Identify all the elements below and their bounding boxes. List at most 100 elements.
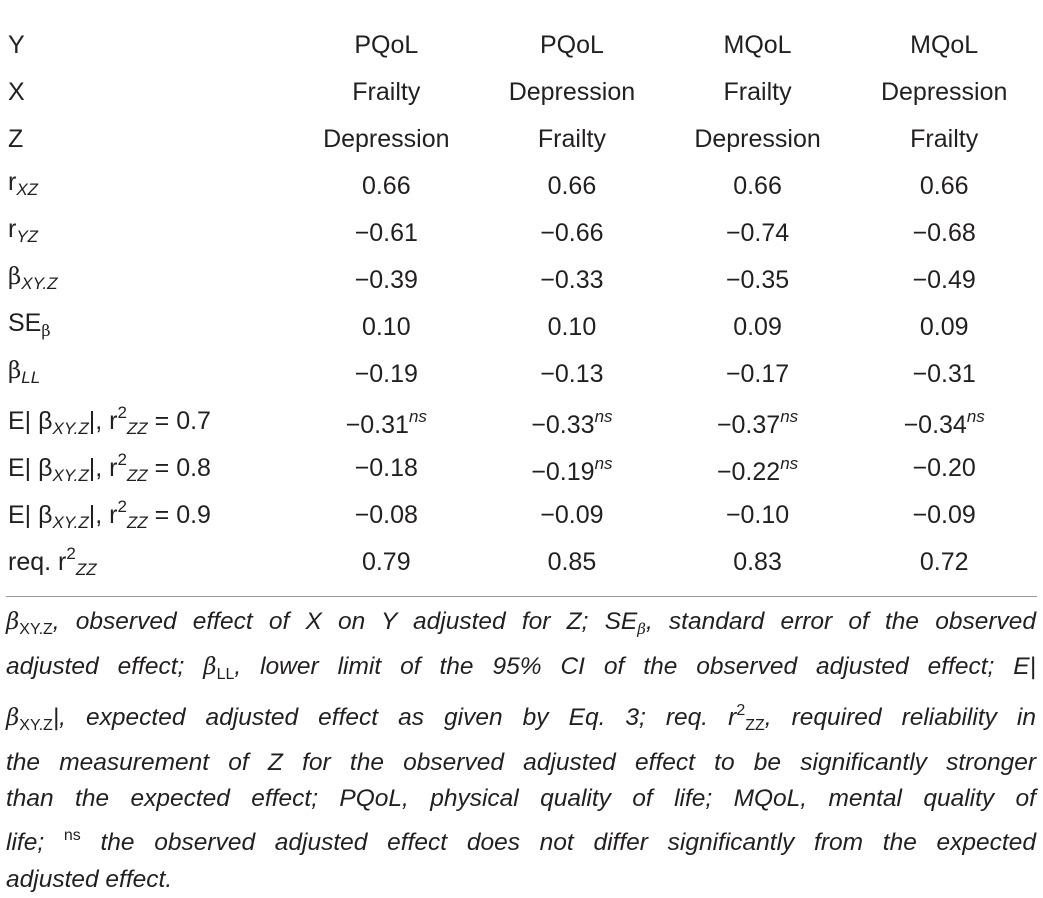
table-row: req. r2ZZ 0.79 0.85 0.83 0.72 <box>6 538 1038 585</box>
label-mid: |, r <box>88 453 118 482</box>
label-mid: |, r <box>88 406 118 435</box>
cell: 0.66 <box>547 171 597 200</box>
table-row: rXZ 0.66 0.66 0.66 0.66 <box>6 162 1038 209</box>
label-subscript: XY.Z <box>21 273 58 293</box>
cell: −0.61 <box>354 218 418 247</box>
cell: −0.31 <box>912 359 976 388</box>
footnote-text: , standard error of the observed <box>645 608 1036 635</box>
cell: 0.83 <box>733 547 782 576</box>
cell: PQoL <box>539 30 604 59</box>
cell: Depression <box>323 124 450 153</box>
cell: 0.72 <box>919 547 969 576</box>
label-subscript: XY.Z <box>52 418 89 438</box>
label-base: r <box>8 214 17 243</box>
cell: Depression <box>694 124 821 153</box>
label-suffix: = 0.9 <box>147 500 211 529</box>
row-label: rYZ <box>6 209 293 256</box>
cell: −0.31ns <box>293 397 479 444</box>
table-row: Z Depression Frailty Depression Frailty <box>6 115 1038 162</box>
label-subscript: LL <box>21 367 41 387</box>
label-base: r <box>8 167 17 196</box>
label-mid: |, r <box>88 500 118 529</box>
footnote-line: life; ns the observed adjusted effect do… <box>6 818 1036 862</box>
footnote-text: , lower limit of the 95% CI of the obser… <box>234 652 1036 680</box>
row-label: req. r2ZZ <box>6 538 293 585</box>
cell: 0.10 <box>547 312 597 341</box>
cell: Depression <box>508 77 636 106</box>
label-prefix: E| β <box>8 500 53 529</box>
label-suffix: = 0.7 <box>147 406 211 435</box>
label-subscript: XY.Z <box>52 512 89 532</box>
footnote-text: , observed effect of X on Y adjusted for… <box>52 608 638 635</box>
results-table: Y PQoL PQoL MQoL MQoL X Frailty Depressi… <box>6 21 1038 585</box>
table-row: βXY.Z −0.39 −0.33 −0.35 −0.49 <box>6 256 1038 303</box>
footnote-symbol: β <box>6 609 20 635</box>
footnote-line: βXY.Z, observed effect of X on Y adjuste… <box>6 604 1036 649</box>
table-row: E| βXY.Z|, r2ZZ = 0.8 −0.18 −0.19ns −0.2… <box>6 444 1038 491</box>
footnote-line: than the expected effect; PQoL, physical… <box>6 785 1036 813</box>
cell-value: −0.33 <box>531 410 595 439</box>
footnote-subscript: XY.Z <box>19 621 53 638</box>
cell-value: −0.19 <box>531 457 595 486</box>
table-footnote: βXY.Z, observed effect of X on Y adjuste… <box>6 604 1036 898</box>
row-label: E| βXY.Z|, r2ZZ = 0.8 <box>6 444 293 491</box>
footnote-subscript: LL <box>216 665 235 683</box>
cell: 0.85 <box>547 547 597 576</box>
cell: −0.34ns <box>850 397 1038 444</box>
row-label: βLL <box>6 350 293 397</box>
cell: MQoL <box>910 30 979 59</box>
cell: Frailty <box>537 124 606 153</box>
cell: −0.09 <box>912 500 976 529</box>
cell: −0.33ns <box>479 397 665 444</box>
cell: −0.22ns <box>665 444 851 491</box>
label-subscript: XY.Z <box>52 465 89 485</box>
cell: Frailty <box>352 77 421 106</box>
cell: −0.39 <box>354 265 418 294</box>
cell: 0.66 <box>361 171 411 200</box>
cell: MQoL <box>723 30 792 59</box>
cell: −0.10 <box>725 500 790 529</box>
label-base: SE <box>8 308 42 337</box>
cell: Depression <box>880 77 1008 106</box>
cell: 0.09 <box>733 312 782 341</box>
cell: −0.37ns <box>665 397 851 444</box>
row-label: E| βXY.Z|, r2ZZ = 0.9 <box>6 491 293 538</box>
footnote-text: |, expected adjusted effect as given by … <box>52 704 737 732</box>
label-prefix: req. r <box>8 547 67 576</box>
cell-value: −0.37 <box>716 410 781 439</box>
footnote-text: life; <box>6 828 64 856</box>
ns-mark: ns <box>408 406 427 426</box>
label-subscript-2: ZZ <box>126 512 148 532</box>
table-footer-rule <box>6 596 1037 597</box>
table-row: SEβ 0.10 0.10 0.09 0.09 <box>6 303 1038 350</box>
footnote-symbol: β <box>6 705 20 732</box>
ns-mark: ns <box>594 406 613 426</box>
label-subscript-2: ZZ <box>126 418 148 438</box>
cell: −0.49 <box>912 265 976 294</box>
label-superscript: 2 <box>66 543 76 563</box>
cell-value: −0.18 <box>354 453 418 482</box>
footnote-line: βXY.Z|, expected adjusted effect as give… <box>6 693 1036 745</box>
cell: Frailty <box>910 124 979 153</box>
footnote-line: adjusted effect; βLL, lower limit of the… <box>6 649 1036 694</box>
ns-mark: ns <box>780 406 799 426</box>
cell: 0.66 <box>733 171 782 200</box>
cell: 0.10 <box>361 312 411 341</box>
cell: −0.18 <box>293 444 479 491</box>
label-superscript: 2 <box>117 496 127 516</box>
footnote-superscript: 2 <box>736 702 746 720</box>
table-row: Y PQoL PQoL MQoL MQoL <box>6 21 1038 68</box>
cell: −0.17 <box>725 359 790 388</box>
footnote-superscript: ns <box>63 826 81 844</box>
label-superscript: 2 <box>117 449 127 469</box>
footnote-subscript: β <box>637 620 646 638</box>
cell: Frailty <box>723 77 792 106</box>
cell: 0.79 <box>361 547 411 576</box>
row-label: Y <box>8 30 25 59</box>
row-label: Z <box>8 124 24 153</box>
cell: −0.68 <box>912 218 976 247</box>
row-label: rXZ <box>6 162 293 209</box>
footnote-subscript: ZZ <box>745 717 765 735</box>
footnote-text: the observed adjusted effect does not di… <box>80 828 1036 856</box>
cell: 0.09 <box>919 312 969 341</box>
